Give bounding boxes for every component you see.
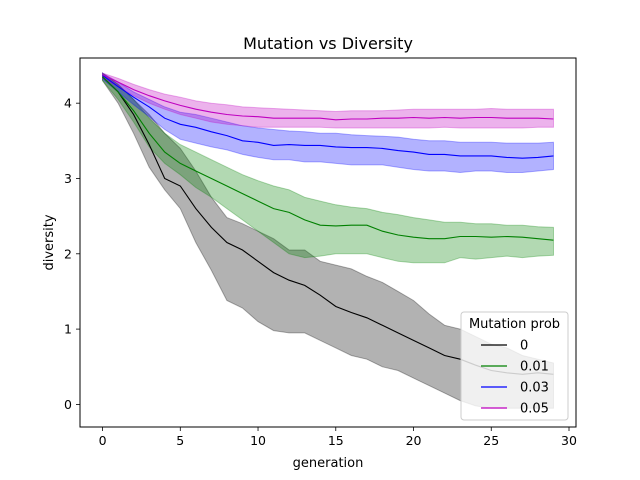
x-tick-label: 15: [328, 433, 344, 448]
band-series-3: [102, 72, 554, 129]
plot-frame: [79, 57, 577, 428]
legend-box: [460, 311, 569, 421]
y-tick-label: 4: [64, 96, 72, 111]
legend-label-0: 0: [520, 339, 528, 354]
series-lines: [102, 74, 554, 375]
line-series-3: [102, 74, 554, 121]
confidence-bands: [102, 72, 554, 409]
y-axis-label: diversity: [42, 214, 57, 270]
legend-title: Mutation prob: [469, 317, 560, 332]
y-tick-label: 1: [64, 322, 72, 337]
line-series-2: [102, 74, 554, 159]
band-series-2: [102, 72, 554, 174]
chart-title: Mutation vs Diversity: [243, 34, 413, 53]
legend-label-1: 0.01: [520, 360, 549, 375]
x-tick-label: 25: [483, 433, 499, 448]
legend: Mutation prob 0 0.01 0.03 0.05: [460, 311, 569, 421]
legend-label-3: 0.05: [520, 402, 549, 417]
legend-label-2: 0.03: [520, 381, 549, 396]
line-series-1: [102, 76, 554, 241]
x-tick-label: 0: [99, 433, 107, 448]
y-tick-label: 3: [64, 171, 72, 186]
y-axis: 0 1 2 3 4: [64, 96, 80, 412]
x-axis: 0 5 10 15 20 25 30: [99, 427, 577, 448]
x-tick-label: 5: [176, 433, 184, 448]
x-tick-label: 30: [561, 433, 577, 448]
x-tick-label: 10: [250, 433, 266, 448]
x-tick-label: 20: [406, 433, 422, 448]
band-series-1: [102, 72, 554, 264]
y-tick-label: 2: [64, 246, 72, 261]
y-tick-label: 0: [64, 397, 72, 412]
x-axis-label: generation: [293, 456, 364, 471]
